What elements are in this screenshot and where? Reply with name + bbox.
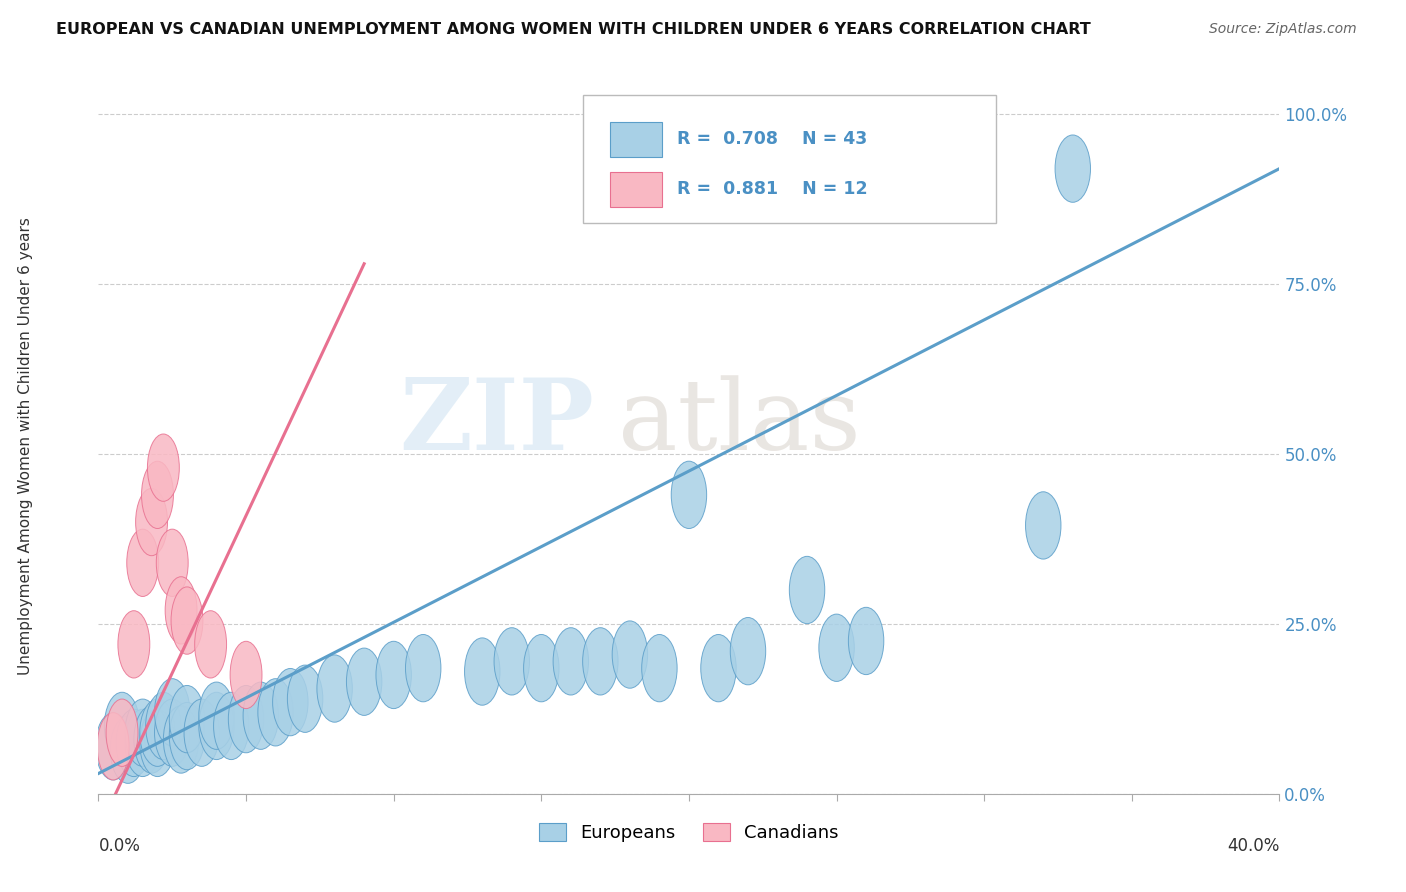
Ellipse shape bbox=[97, 713, 129, 780]
Ellipse shape bbox=[135, 489, 167, 556]
Ellipse shape bbox=[464, 638, 501, 706]
Ellipse shape bbox=[316, 655, 353, 723]
Ellipse shape bbox=[730, 617, 766, 685]
Ellipse shape bbox=[228, 685, 264, 753]
Ellipse shape bbox=[257, 679, 294, 746]
Ellipse shape bbox=[198, 692, 235, 760]
Ellipse shape bbox=[142, 461, 173, 528]
Legend: Europeans, Canadians: Europeans, Canadians bbox=[531, 815, 846, 849]
Ellipse shape bbox=[1025, 491, 1062, 559]
Text: atlas: atlas bbox=[619, 375, 860, 471]
Text: 40.0%: 40.0% bbox=[1227, 837, 1279, 855]
Ellipse shape bbox=[155, 679, 190, 746]
Ellipse shape bbox=[231, 641, 262, 708]
Ellipse shape bbox=[139, 699, 176, 766]
Ellipse shape bbox=[214, 692, 249, 760]
Ellipse shape bbox=[818, 614, 855, 681]
FancyBboxPatch shape bbox=[610, 121, 662, 157]
Ellipse shape bbox=[146, 692, 181, 760]
Ellipse shape bbox=[198, 682, 235, 749]
Ellipse shape bbox=[125, 699, 160, 766]
Text: R =  0.881    N = 12: R = 0.881 N = 12 bbox=[678, 180, 868, 198]
Text: Unemployment Among Women with Children Under 6 years: Unemployment Among Women with Children U… bbox=[18, 217, 32, 675]
Ellipse shape bbox=[1054, 135, 1091, 202]
Ellipse shape bbox=[118, 611, 150, 678]
Ellipse shape bbox=[163, 706, 198, 773]
Ellipse shape bbox=[641, 634, 678, 702]
Ellipse shape bbox=[165, 577, 197, 644]
Ellipse shape bbox=[110, 716, 146, 783]
Ellipse shape bbox=[789, 557, 825, 624]
Ellipse shape bbox=[405, 634, 441, 702]
Ellipse shape bbox=[104, 692, 139, 760]
Text: R =  0.708    N = 43: R = 0.708 N = 43 bbox=[678, 130, 868, 148]
Ellipse shape bbox=[375, 641, 412, 708]
Ellipse shape bbox=[125, 709, 160, 777]
Ellipse shape bbox=[105, 699, 138, 766]
Ellipse shape bbox=[96, 713, 131, 780]
Ellipse shape bbox=[194, 611, 226, 678]
Ellipse shape bbox=[287, 665, 323, 732]
Ellipse shape bbox=[169, 703, 205, 770]
Ellipse shape bbox=[184, 699, 219, 766]
Ellipse shape bbox=[243, 682, 278, 749]
Text: EUROPEAN VS CANADIAN UNEMPLOYMENT AMONG WOMEN WITH CHILDREN UNDER 6 YEARS CORREL: EUROPEAN VS CANADIAN UNEMPLOYMENT AMONG … bbox=[56, 22, 1091, 37]
Ellipse shape bbox=[848, 607, 884, 674]
Text: 0.0%: 0.0% bbox=[98, 837, 141, 855]
Ellipse shape bbox=[700, 634, 737, 702]
Text: Source: ZipAtlas.com: Source: ZipAtlas.com bbox=[1209, 22, 1357, 37]
Ellipse shape bbox=[494, 628, 530, 695]
Ellipse shape bbox=[139, 709, 176, 777]
Ellipse shape bbox=[134, 706, 169, 773]
Ellipse shape bbox=[273, 668, 308, 736]
Ellipse shape bbox=[156, 529, 188, 597]
Ellipse shape bbox=[523, 634, 560, 702]
Ellipse shape bbox=[169, 685, 205, 753]
Ellipse shape bbox=[346, 648, 382, 715]
Ellipse shape bbox=[612, 621, 648, 689]
Ellipse shape bbox=[148, 434, 180, 501]
Ellipse shape bbox=[155, 699, 190, 766]
FancyBboxPatch shape bbox=[610, 171, 662, 207]
Text: ZIP: ZIP bbox=[399, 375, 595, 471]
Ellipse shape bbox=[127, 529, 159, 597]
Ellipse shape bbox=[172, 587, 202, 654]
Ellipse shape bbox=[553, 628, 589, 695]
Ellipse shape bbox=[582, 628, 619, 695]
Ellipse shape bbox=[117, 709, 152, 777]
FancyBboxPatch shape bbox=[582, 95, 995, 223]
Ellipse shape bbox=[671, 461, 707, 528]
